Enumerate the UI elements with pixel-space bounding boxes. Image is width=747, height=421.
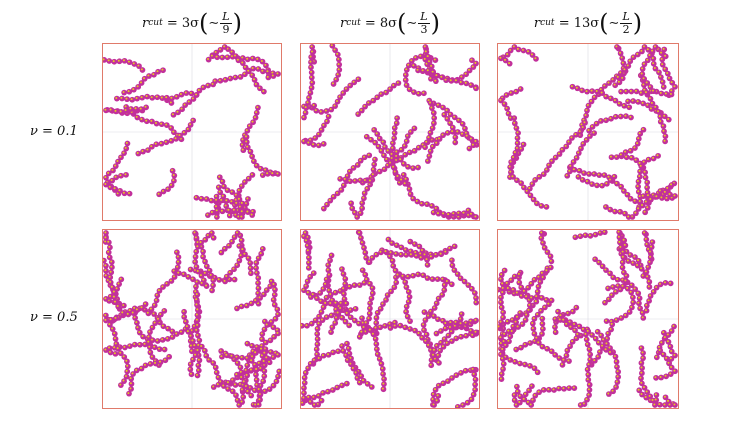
panel-r1-c1	[102, 43, 282, 221]
network-plot	[498, 230, 678, 408]
row-label-2: ν = 0.5	[30, 310, 78, 325]
network-plot	[103, 44, 281, 220]
network-plot	[301, 44, 479, 220]
panel-r1-c3	[497, 43, 679, 221]
panel-r2-c2	[300, 229, 480, 409]
network-plot	[498, 44, 678, 220]
panel-r2-c3	[497, 229, 679, 409]
panel-r1-c2	[300, 43, 480, 221]
panel-r2-c1	[102, 229, 282, 409]
row-label-1: ν = 0.1	[30, 124, 78, 139]
network-plot	[103, 230, 281, 408]
network-plot	[301, 230, 479, 408]
